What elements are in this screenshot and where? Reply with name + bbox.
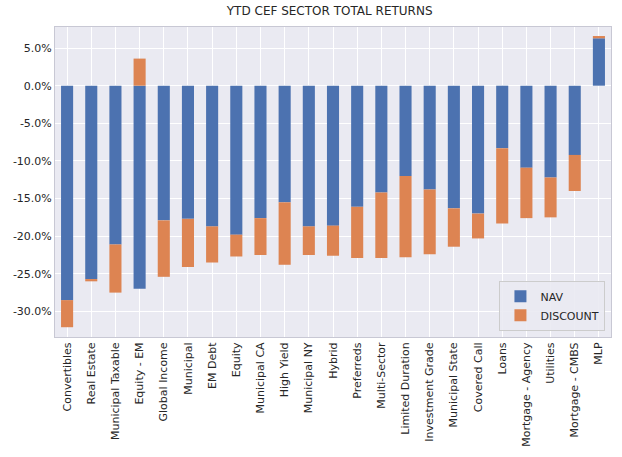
svg-text:Municipal State: Municipal State <box>447 342 460 427</box>
svg-text:MLP: MLP <box>592 342 605 365</box>
svg-text:Convertibles: Convertibles <box>61 342 74 411</box>
svg-text:Municipal CA: Municipal CA <box>254 342 267 414</box>
svg-text:NAV: NAV <box>540 291 563 304</box>
svg-text:-10.0%: -10.0% <box>13 155 52 168</box>
svg-text:Mortgage - CMBS: Mortgage - CMBS <box>568 342 581 437</box>
svg-text:Global Income: Global Income <box>157 342 170 421</box>
svg-text:-25.0%: -25.0% <box>13 268 52 281</box>
svg-text:Multi-Sector: Multi-Sector <box>375 342 388 409</box>
svg-text:Hybrid: Hybrid <box>327 342 340 378</box>
svg-text:Equity: Equity <box>230 342 243 377</box>
svg-text:Loans: Loans <box>496 342 509 374</box>
svg-text:High Yield: High Yield <box>278 342 291 397</box>
svg-text:Utilities: Utilities <box>544 342 557 384</box>
svg-text:0.0%: 0.0% <box>24 80 52 93</box>
svg-text:EM Debt: EM Debt <box>206 342 219 389</box>
svg-text:Mortgage - Agency: Mortgage - Agency <box>520 342 533 447</box>
svg-text:-30.0%: -30.0% <box>13 305 52 318</box>
svg-text:Covered Call: Covered Call <box>472 342 485 412</box>
svg-text:DISCOUNT: DISCOUNT <box>540 310 598 323</box>
svg-text:Real Estate: Real Estate <box>85 342 98 404</box>
svg-text:Municipal NY: Municipal NY <box>302 342 315 413</box>
svg-text:-15.0%: -15.0% <box>13 192 52 205</box>
svg-text:Preferreds: Preferreds <box>351 342 364 398</box>
svg-text:5.0%: 5.0% <box>24 42 52 55</box>
svg-text:Equity - EM: Equity - EM <box>133 342 146 404</box>
svg-text:Investment Grade: Investment Grade <box>423 342 436 442</box>
svg-text:-20.0%: -20.0% <box>13 230 52 243</box>
svg-text:Municipal: Municipal <box>182 342 195 394</box>
svg-text:Limited Duration: Limited Duration <box>399 342 412 434</box>
svg-text:Municipal Taxable: Municipal Taxable <box>109 342 122 440</box>
svg-text:YTD CEF SECTOR TOTAL RETURNS: YTD CEF SECTOR TOTAL RETURNS <box>226 4 433 18</box>
svg-text:-5.0%: -5.0% <box>20 117 52 130</box>
